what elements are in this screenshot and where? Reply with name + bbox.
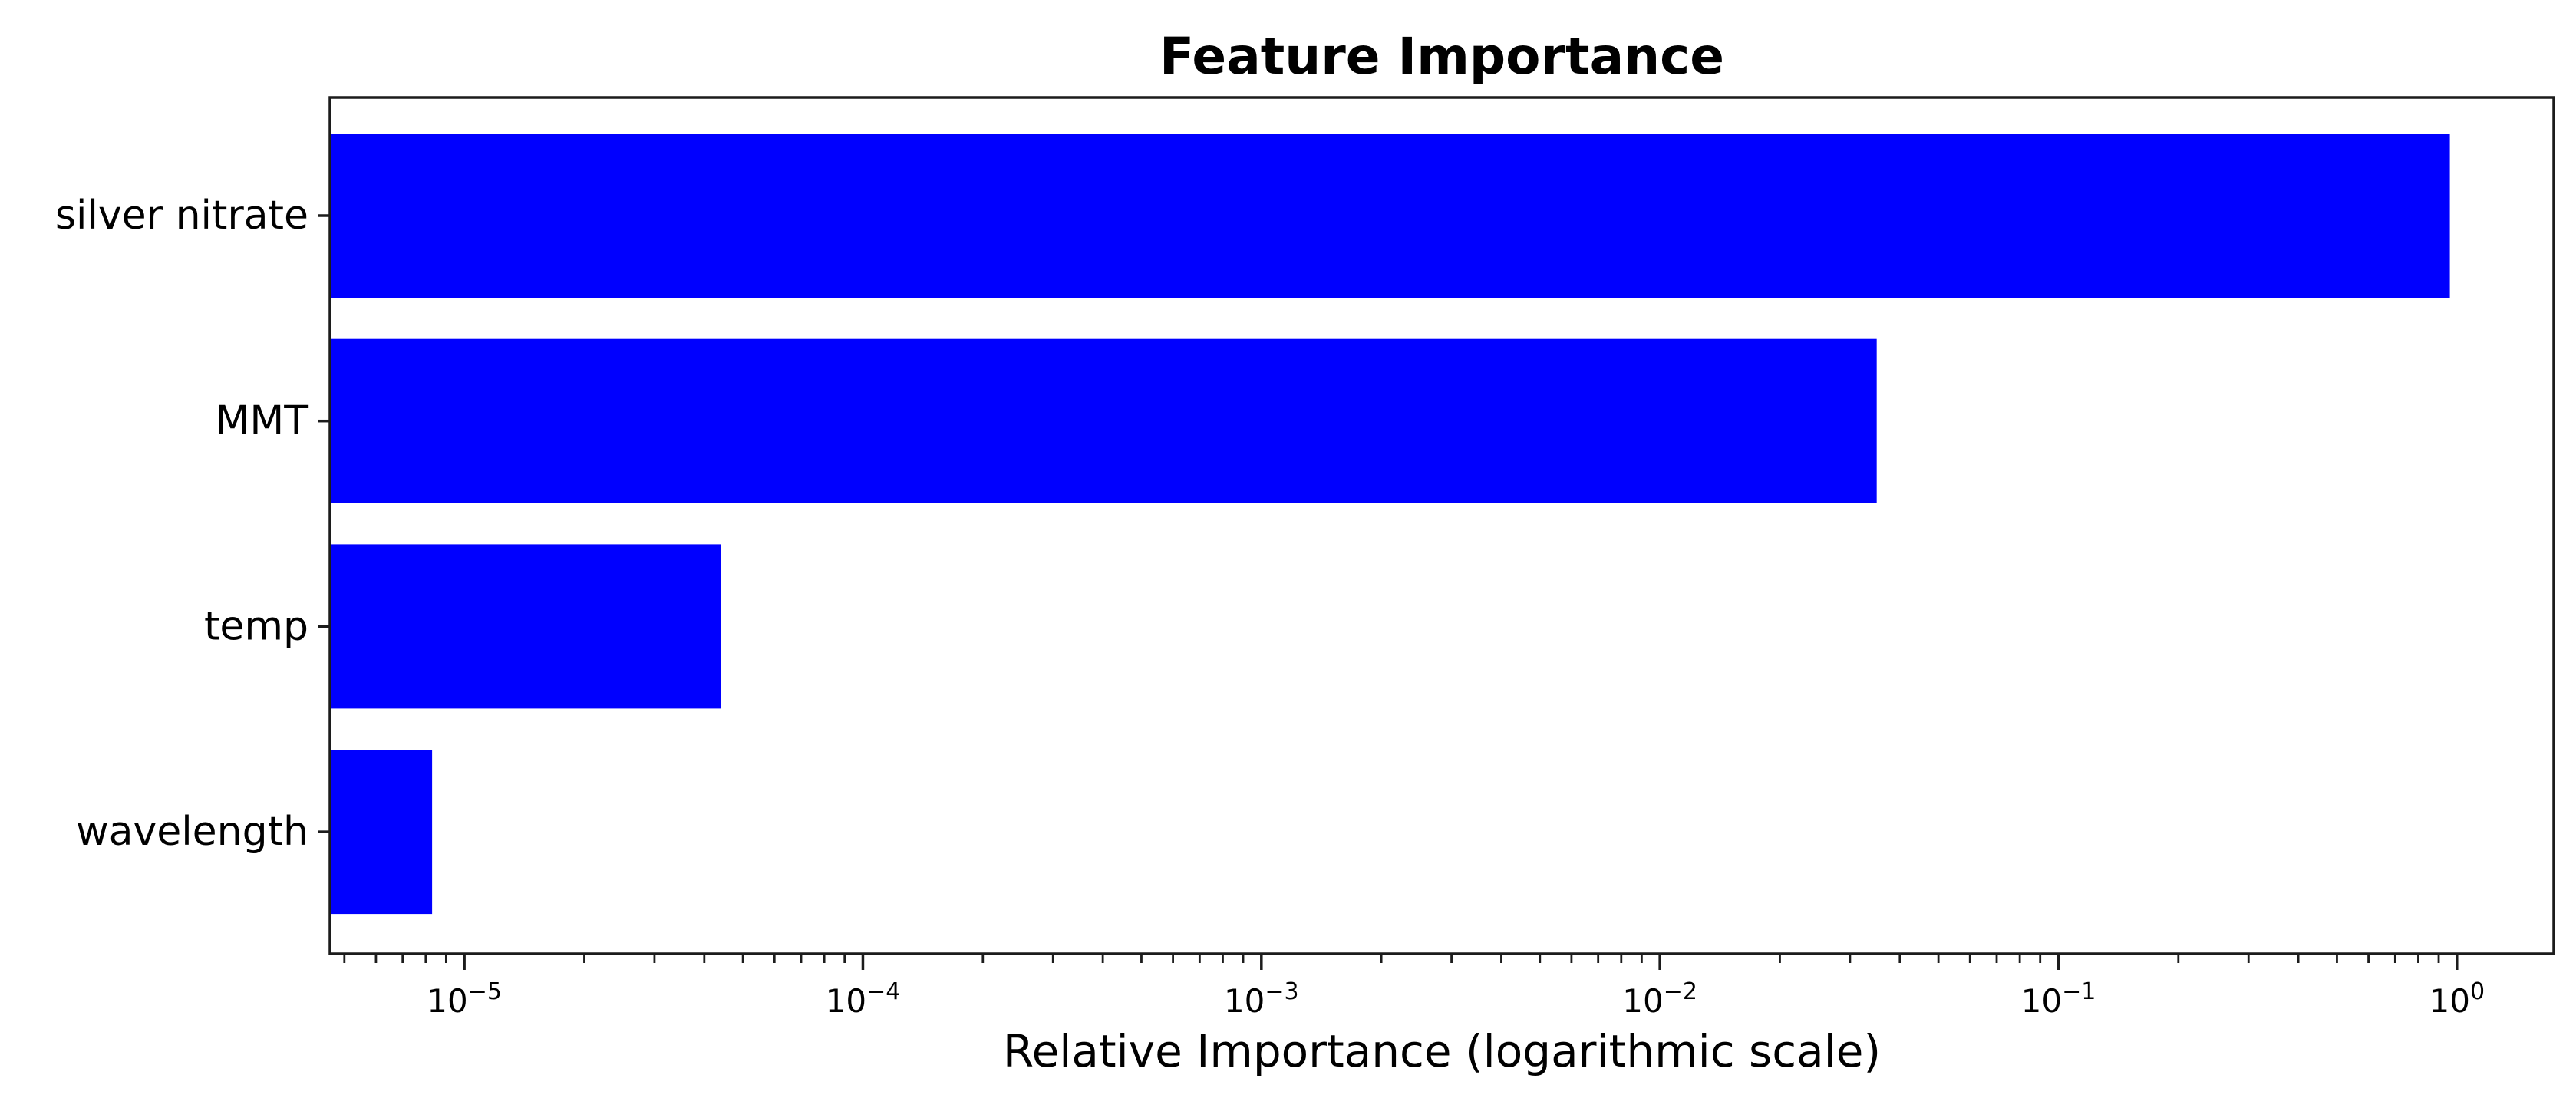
x-tick-label-1e-4: 10−4 <box>826 978 901 1020</box>
x-tick-label-1e-5: 10−5 <box>427 978 502 1020</box>
bar-temp <box>330 544 721 709</box>
y-tick-label-silver-nitrate: silver nitrate <box>55 193 308 239</box>
x-tick-label-1e-3: 10−3 <box>1224 978 1299 1020</box>
bar-wavelength <box>330 750 433 915</box>
chart-title: Feature Importance <box>1159 27 1724 86</box>
bar-silver-nitrate <box>330 134 2450 298</box>
x-tick-label-1e-2: 10−2 <box>1622 978 1697 1020</box>
y-tick-label-MMT: MMT <box>216 398 309 444</box>
axes-group <box>318 96 2555 970</box>
tick-labels-group: silver nitrate MMT temp wavelength 10−5 10−4 1… <box>55 193 2485 1020</box>
bar-MMT <box>330 338 1877 503</box>
x-tick-label-1e0: 100 <box>2429 978 2485 1020</box>
x-axis-label: Relative Importance (logarithmic scale) <box>1003 1025 1881 1077</box>
y-tick-label-temp: temp <box>204 603 308 649</box>
y-tick-label-wavelength: wavelength <box>76 809 308 855</box>
x-tick-label-1e-1: 10−1 <box>2021 978 2096 1020</box>
plot-border <box>328 96 2555 955</box>
bars-group <box>330 134 2450 915</box>
